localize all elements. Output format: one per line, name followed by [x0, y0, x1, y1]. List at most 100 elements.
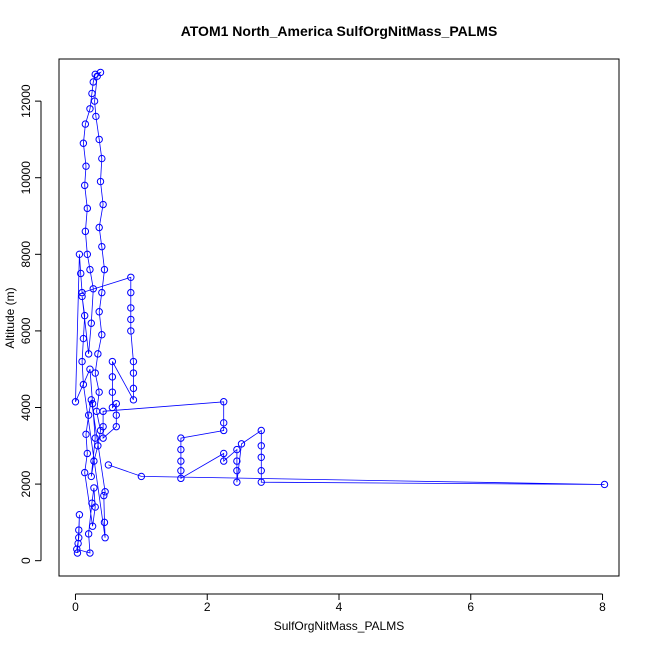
data-point — [600, 480, 609, 489]
data-point — [79, 139, 88, 147]
data-point — [75, 511, 84, 519]
data-point — [91, 369, 99, 377]
data-point — [129, 357, 138, 366]
x-tick-label: 4 — [336, 600, 343, 614]
data-point — [88, 89, 96, 98]
data-point — [112, 411, 121, 419]
data-point — [71, 398, 80, 406]
data-point — [257, 426, 265, 435]
y-tick-label: 12000 — [19, 84, 33, 118]
data-point — [83, 250, 92, 259]
data-point — [91, 503, 99, 511]
data-point — [177, 445, 185, 454]
data-point — [177, 457, 185, 465]
data-point — [84, 530, 93, 538]
chart-title: ATOM1 North_America SulfOrgNitMass_PALMS — [181, 23, 498, 39]
x-axis: 0 2 4 6 8 — [72, 593, 606, 614]
data-point — [257, 466, 265, 475]
data-point — [96, 177, 105, 186]
data-point — [233, 457, 241, 465]
data-point — [87, 396, 95, 404]
data-point — [78, 357, 86, 366]
data-point — [99, 407, 107, 416]
data-point — [129, 396, 138, 404]
y-tick-label: 2000 — [19, 470, 33, 497]
y-tick-label: 0 — [19, 557, 33, 564]
data-point — [98, 154, 106, 163]
data-point — [90, 484, 98, 492]
data-point — [73, 549, 82, 557]
data-point — [127, 273, 135, 281]
data-point — [104, 461, 113, 469]
data-point — [99, 200, 107, 209]
x-tick-label: 8 — [599, 600, 606, 614]
data-point — [100, 491, 108, 500]
data-point — [177, 466, 185, 475]
data-point — [257, 442, 265, 450]
data-point — [91, 434, 99, 442]
data-point — [233, 478, 241, 486]
data-point — [86, 265, 94, 274]
data-point — [220, 457, 228, 465]
data-point — [84, 350, 93, 358]
data-point — [80, 311, 89, 320]
data-point — [90, 457, 98, 465]
x-tick-label: 0 — [72, 600, 79, 614]
data-point — [95, 388, 103, 396]
data-point — [86, 549, 94, 557]
y-tick-label: 4000 — [19, 394, 33, 421]
data-point — [100, 518, 109, 527]
data-point — [95, 223, 103, 232]
data-point — [90, 97, 99, 105]
data-point — [95, 135, 103, 144]
data-point — [129, 369, 138, 377]
data-point — [78, 288, 86, 297]
data-point — [177, 474, 185, 483]
y-tick-label: 10000 — [19, 161, 33, 195]
data-point — [101, 488, 109, 496]
data-point — [80, 181, 89, 190]
data-point — [98, 288, 106, 297]
data-point — [86, 105, 94, 113]
data-point — [137, 472, 146, 481]
data-point — [98, 242, 106, 251]
data-point — [99, 422, 107, 431]
data-point — [88, 399, 97, 408]
data-point — [89, 78, 97, 86]
data-point — [98, 331, 106, 339]
data-point — [220, 419, 228, 427]
plot-area — [71, 68, 609, 557]
data-point — [88, 522, 97, 530]
data-point — [233, 466, 241, 475]
y-axis-label: Altitude (m) — [3, 287, 17, 348]
y-axis: 0 2000 4000 6000 8000 10000 12000 — [19, 84, 42, 564]
data-point — [220, 426, 228, 435]
data-point — [75, 250, 84, 259]
data-point — [94, 442, 102, 450]
data-point — [112, 399, 121, 408]
data-point — [127, 288, 135, 297]
data-point — [177, 434, 185, 442]
data-point — [220, 449, 228, 458]
data-point — [77, 269, 85, 278]
data-point — [127, 327, 135, 335]
data-point — [86, 365, 94, 373]
data-point — [108, 373, 117, 381]
x-axis-label: SulfOrgNitMass_PALMS — [274, 619, 404, 633]
data-point — [89, 285, 97, 293]
data-point — [81, 120, 90, 128]
data-point — [127, 304, 135, 312]
data-point — [83, 449, 92, 458]
data-point — [79, 334, 88, 343]
data-point — [100, 265, 109, 274]
data-point — [82, 162, 90, 170]
y-tick-label: 6000 — [19, 317, 33, 344]
data-point — [129, 384, 138, 393]
data-point — [75, 534, 83, 542]
data-point — [95, 308, 103, 316]
data-point — [99, 434, 107, 442]
data-point — [84, 411, 93, 419]
data-point — [94, 350, 102, 358]
data-point — [112, 422, 121, 431]
data-point — [79, 380, 88, 389]
